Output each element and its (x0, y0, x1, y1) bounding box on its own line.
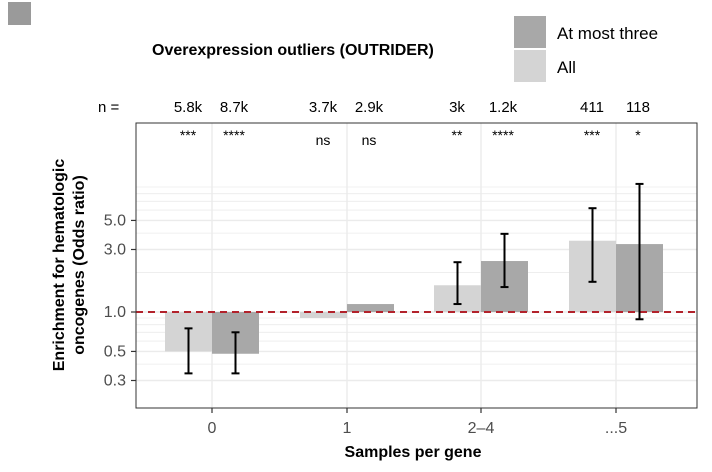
y-tick-label: 0.3 (104, 372, 126, 389)
n-label-all-1: 3.7k (309, 99, 338, 116)
error-bar-at-most-three-3 (635, 182, 644, 321)
y-axis-title-line-1: Enrichment for hematologic (51, 159, 68, 372)
significance-label-at-most-three-3: * (635, 127, 641, 143)
significance-label-all-2: ** (452, 127, 463, 143)
y-tick-label: 0.5 (104, 343, 126, 360)
bars (165, 240, 663, 354)
error-bar-all-2 (453, 261, 462, 306)
axes: 0.3 0.5 1.0 3.0 5.0 0 1 2–4 ...5 (104, 212, 627, 437)
y-axis-title: Enrichment for hematologic oncogenes (Od… (51, 159, 88, 372)
corner-square-icon (8, 2, 31, 25)
y-axis-title-line-2: oncogenes (Odds ratio) (71, 175, 88, 355)
n-label-at-most-three-2: 1.2k (489, 99, 518, 116)
n-label-at-most-three-3: 118 (626, 99, 650, 116)
legend-swatch-at-most-three (514, 16, 546, 48)
x-axis-title: Samples per gene (345, 444, 482, 461)
n-prefix-label: n = (98, 99, 120, 116)
y-tick-label: 5.0 (104, 212, 126, 229)
significance-label-all-1: ns (316, 132, 331, 148)
n-label-at-most-three-0: 8.7k (220, 99, 249, 116)
x-tick-label: 2–4 (468, 420, 495, 437)
x-tick-label: ...5 (605, 420, 627, 437)
error-bars (184, 182, 644, 375)
significance-label-at-most-three-0: **** (223, 127, 245, 143)
bar-annotations: 5.8k***8.7k****3.7kns2.9kns3k**1.2k****4… (174, 99, 650, 148)
significance-label-all-3: *** (584, 127, 601, 143)
legend-label-all: All (557, 58, 576, 77)
bar-all-1 (300, 312, 347, 318)
n-label-all-3: 411 (580, 99, 604, 116)
n-label-all-2: 3k (449, 99, 465, 116)
error-bar-all-0 (184, 327, 193, 375)
significance-label-all-0: *** (180, 127, 197, 143)
y-tick-label: 3.0 (104, 241, 126, 258)
plot-panel-border (135, 122, 698, 409)
significance-label-at-most-three-2: **** (492, 127, 514, 143)
n-label-at-most-three-1: 2.9k (355, 99, 384, 116)
x-tick-label: 0 (208, 420, 217, 437)
legend-swatch-all (514, 50, 546, 82)
error-bar-at-most-three-0 (231, 331, 240, 375)
legend-label-at-most-three: At most three (557, 24, 658, 43)
y-tick-label: 1.0 (104, 304, 126, 321)
bar-at-most-three-1 (347, 304, 394, 312)
significance-label-at-most-three-1: ns (362, 132, 377, 148)
error-bar-all-3 (588, 207, 597, 283)
x-tick-label: 1 (343, 420, 352, 437)
legend: At most three All (514, 16, 658, 82)
chart-title: Overexpression outliers (OUTRIDER) (152, 42, 434, 59)
n-label-all-0: 5.8k (174, 99, 203, 116)
error-bar-at-most-three-2 (500, 232, 509, 289)
